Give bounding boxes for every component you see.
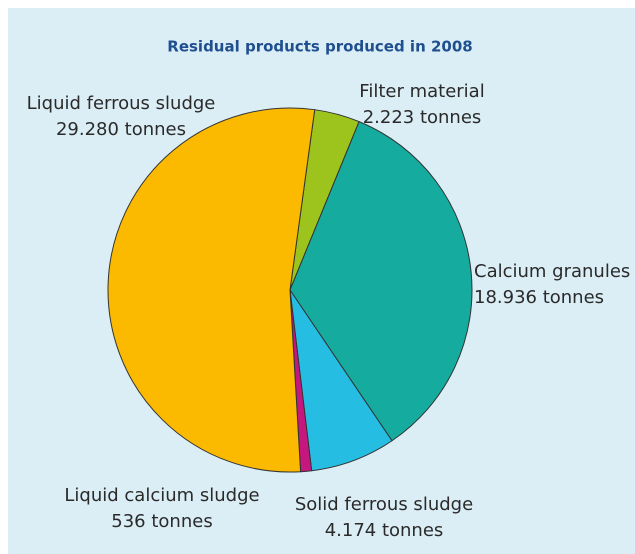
slice-value-label: 18.936 tonnes xyxy=(474,287,604,308)
slice-label: Filter material xyxy=(359,81,484,102)
pie-slice xyxy=(289,120,473,442)
slice-value-label: 536 tonnes xyxy=(111,511,212,532)
pie-slice xyxy=(107,107,316,473)
slice-value-label: 29.280 tonnes xyxy=(56,119,186,140)
slice-value-label: 4.174 tonnes xyxy=(325,520,444,541)
slice-label: Solid ferrous sludge xyxy=(295,494,473,515)
chart-title: Residual products produced in 2008 xyxy=(167,38,472,56)
slice-label: Liquid calcium sludge xyxy=(64,485,259,506)
slice-value-label: 2.223 tonnes xyxy=(363,107,482,128)
slice-label: Calcium granules xyxy=(474,261,630,282)
slice-label: Liquid ferrous sludge xyxy=(27,93,216,114)
